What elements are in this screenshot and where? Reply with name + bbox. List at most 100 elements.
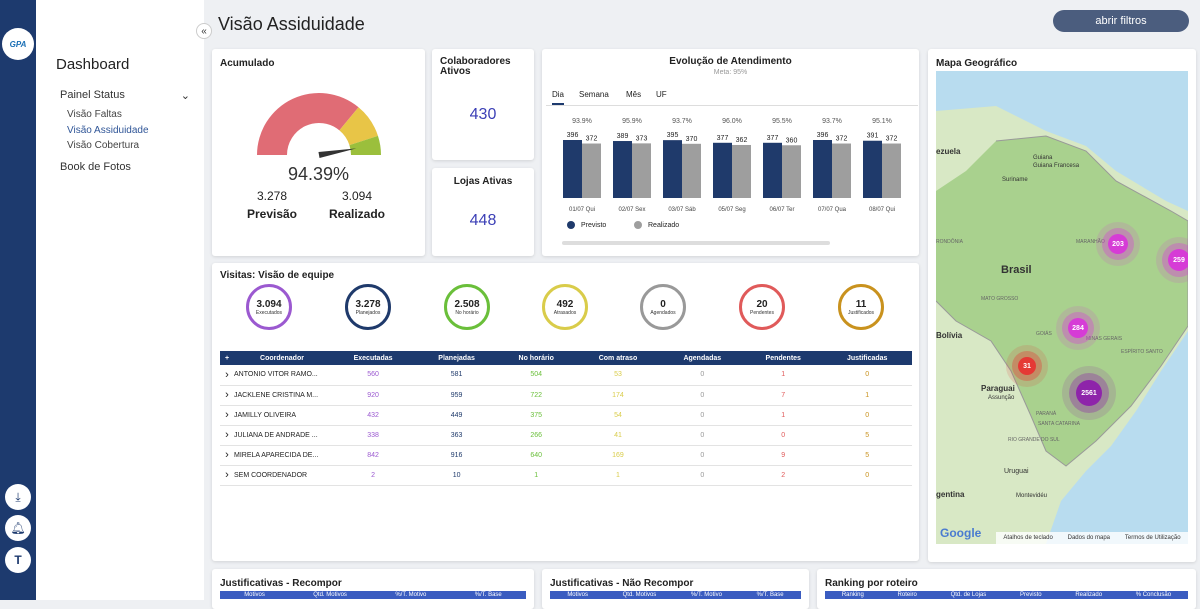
- header-realizado[interactable]: Realizado: [1075, 592, 1103, 598]
- expand-row-icon[interactable]: ›: [220, 385, 234, 406]
- bar-realizado[interactable]: [632, 143, 651, 198]
- expand-row-icon[interactable]: ›: [220, 445, 234, 466]
- table-cell: 0: [660, 365, 745, 386]
- justificativas-nao-recompor-header: Motivos Qtd. Motivos %/T. Motivo %/T. Ba…: [550, 591, 801, 599]
- table-cell: 0: [660, 385, 745, 406]
- bar-realizado[interactable]: [782, 145, 801, 198]
- bar-previsto[interactable]: [563, 140, 582, 198]
- bar-previsto[interactable]: [813, 140, 832, 198]
- nav-item-visao-cobertura[interactable]: Visão Cobertura: [67, 140, 140, 151]
- bar-previsto[interactable]: [613, 141, 632, 198]
- header-previsto[interactable]: Previsto: [1019, 592, 1042, 598]
- bar-previsto[interactable]: [663, 140, 682, 198]
- bar-previsto[interactable]: [763, 142, 782, 198]
- tab-semana[interactable]: Semana: [579, 90, 609, 99]
- page-title: Visão Assiduidade: [218, 14, 365, 34]
- table-cell: 432: [330, 405, 417, 426]
- collapse-sidebar-icon[interactable]: «: [196, 23, 212, 39]
- map-cluster-259[interactable]: 259: [1168, 249, 1188, 271]
- summary-circle-nohorrio: 2.508 No horário: [444, 284, 490, 330]
- bar-previsto[interactable]: [713, 142, 732, 198]
- header-ranking[interactable]: Ranking: [841, 592, 864, 598]
- table-cell: 266: [497, 425, 576, 446]
- table-cell: 0: [822, 465, 912, 486]
- bar-value-label: 389: [617, 133, 629, 140]
- tab-mes[interactable]: Mês: [626, 90, 642, 99]
- table-row[interactable]: › SEM COORDENADOR 2 10 1 1 0 2 0: [220, 465, 912, 486]
- gauge-green-segment: [349, 135, 381, 155]
- bar-realizado[interactable]: [682, 143, 701, 198]
- map-footer-terms[interactable]: Termos de Utilização: [1124, 535, 1181, 541]
- bell-icon[interactable]: 🔔︎: [5, 515, 31, 541]
- expand-row-icon[interactable]: ›: [220, 465, 234, 486]
- bar-percent-label: 95.5%: [772, 118, 792, 125]
- header-qtd-lojas[interactable]: Qtd. de Lojas: [950, 592, 987, 598]
- nav-group-painel-status[interactable]: Painel Status ⌄: [60, 89, 190, 102]
- expand-row-icon[interactable]: ›: [220, 425, 234, 446]
- expand-row-icon[interactable]: ›: [220, 365, 234, 386]
- header-conclusao[interactable]: % Conclusão: [1135, 592, 1172, 598]
- user-avatar[interactable]: T: [5, 547, 31, 573]
- map-footer-shortcuts[interactable]: Atalhos de teclado: [1003, 535, 1053, 541]
- bar-percent-label: 95.1%: [872, 118, 892, 125]
- map-label-montevideu: Montevidéu: [1016, 493, 1048, 499]
- table-header-cell[interactable]: Coordenador: [234, 351, 330, 365]
- table-cell: 9: [744, 445, 823, 466]
- map-label-suriname: Suriname: [1002, 177, 1028, 183]
- bar-realizado[interactable]: [832, 143, 851, 198]
- header-pct-motivo[interactable]: %/T. Motivo: [690, 592, 722, 598]
- geographic-map[interactable]: ezuela Guiana Guiana Francesa Suriname B…: [936, 71, 1188, 544]
- chart-scrollbar[interactable]: [562, 241, 830, 245]
- header-pct-motivo[interactable]: %/T. Motivo: [395, 592, 427, 598]
- bar-previsto[interactable]: [863, 140, 882, 198]
- table-header-cell[interactable]: Agendadas: [660, 351, 745, 365]
- nav-item-visao-faltas[interactable]: Visão Faltas: [67, 109, 122, 120]
- nav-dashboard[interactable]: Dashboard: [56, 56, 130, 73]
- header-motivos[interactable]: Motivos: [567, 592, 588, 598]
- table-header-cell[interactable]: Pendentes: [744, 351, 823, 365]
- map-label-rio-grande-do-sul: RIO GRANDE DO SUL: [1008, 437, 1060, 443]
- download-icon[interactable]: ⤓: [5, 484, 31, 510]
- header-roteiro[interactable]: Roteiro: [897, 592, 917, 598]
- header-qtd-motivos[interactable]: Qtd. Motivos: [622, 592, 657, 598]
- table-header-cell[interactable]: +: [220, 351, 234, 365]
- table-cell: 0: [660, 405, 745, 426]
- table-row[interactable]: › JULIANA DE ANDRADE ... 338 363 266 41 0 0 5: [220, 425, 912, 446]
- table-cell: 0: [744, 425, 823, 446]
- map-cluster-2561[interactable]: 2561: [1076, 380, 1102, 406]
- summary-label: No horário: [455, 309, 479, 316]
- map-label-maranhao: MARANHÃO: [1076, 239, 1105, 245]
- table-cell: 1: [822, 385, 912, 406]
- table-header-cell[interactable]: Executadas: [330, 351, 417, 365]
- table-header-cell[interactable]: No horário: [497, 351, 576, 365]
- nav-book-de-fotos[interactable]: Book de Fotos: [60, 161, 131, 173]
- expand-row-icon[interactable]: ›: [220, 405, 234, 426]
- map-cluster-284[interactable]: 284: [1068, 318, 1088, 338]
- x-tick-label: 07/07 Qua: [818, 207, 847, 213]
- tab-dia[interactable]: Dia: [552, 90, 565, 105]
- bar-value-label: 362: [736, 137, 748, 144]
- table-header-cell[interactable]: Planejadas: [416, 351, 498, 365]
- table-header-cell[interactable]: Justificadas: [822, 351, 912, 365]
- header-motivos[interactable]: Motivos: [244, 592, 265, 598]
- bar-realizado[interactable]: [882, 143, 901, 198]
- table-cell: 916: [416, 445, 498, 466]
- map-cluster-31[interactable]: 31: [1018, 357, 1036, 375]
- map-cluster-203[interactable]: 203: [1108, 234, 1128, 254]
- table-row[interactable]: › MIRELA APARECIDA DE... 842 916 640 169 0 9 5: [220, 445, 912, 466]
- header-qtd-motivos[interactable]: Qtd. Motivos: [313, 592, 347, 598]
- table-row[interactable]: › ANTONIO VITOR RAMO... 560 581 504 53 0 1 0: [220, 365, 912, 386]
- table-row[interactable]: › JAMILLY OLIVEIRA 432 449 375 54 0 1 0: [220, 405, 912, 426]
- bar-realizado[interactable]: [732, 144, 751, 198]
- header-pct-base[interactable]: %/T. Base: [756, 592, 784, 598]
- gpa-logo[interactable]: GPA: [2, 28, 34, 60]
- table-header-cell[interactable]: Com atraso: [575, 351, 661, 365]
- open-filters-button[interactable]: abrir filtros: [1053, 10, 1189, 32]
- nav-item-visao-assiduidade[interactable]: Visão Assiduidade: [67, 125, 149, 136]
- legend-dot-previsto: [567, 221, 575, 229]
- tab-uf[interactable]: UF: [656, 90, 667, 99]
- table-row[interactable]: › JACKLENE CRISTINA M... 920 959 722 174 0 7 1: [220, 385, 912, 406]
- bar-realizado[interactable]: [582, 143, 601, 198]
- map-footer-data[interactable]: Dados do mapa: [1067, 535, 1111, 541]
- header-pct-base[interactable]: %/T. Base: [474, 592, 502, 598]
